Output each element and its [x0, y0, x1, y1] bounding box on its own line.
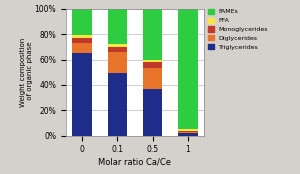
Bar: [143, 62, 162, 68]
Bar: [178, 132, 198, 133]
Bar: [143, 9, 162, 60]
Bar: [72, 53, 92, 136]
Bar: [143, 89, 162, 136]
Bar: [143, 68, 162, 89]
Bar: [108, 44, 127, 47]
X-axis label: Molar ratio Ca/Ce: Molar ratio Ca/Ce: [98, 157, 172, 166]
Bar: [108, 9, 127, 44]
Legend: FAMEs, FFA, Monoglycerides, Diglycerides, Triglycerides: FAMEs, FFA, Monoglycerides, Diglycerides…: [206, 6, 271, 52]
Bar: [108, 47, 127, 52]
Y-axis label: Weight composition
 of organic phase: Weight composition of organic phase: [20, 38, 33, 107]
Bar: [72, 38, 92, 43]
Bar: [178, 131, 198, 132]
Bar: [143, 60, 162, 62]
Bar: [72, 9, 92, 35]
Bar: [72, 35, 92, 38]
Bar: [108, 52, 127, 73]
Bar: [108, 73, 127, 136]
Bar: [178, 133, 198, 136]
Bar: [178, 129, 198, 131]
Bar: [178, 9, 198, 129]
Bar: [72, 43, 92, 53]
